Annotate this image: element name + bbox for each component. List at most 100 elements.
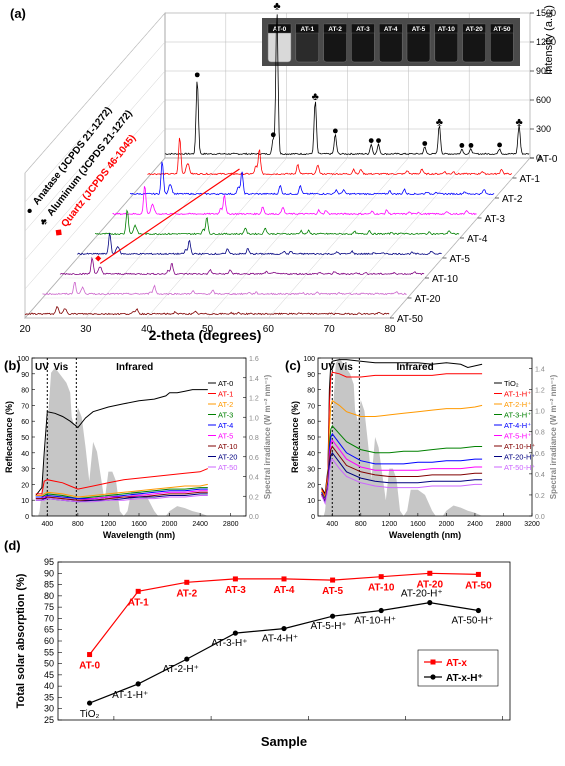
- a-x-axis-title: 2-theta (degrees): [149, 327, 262, 343]
- y2-tick-label: 0.8: [535, 430, 545, 437]
- data-point: [184, 656, 190, 662]
- legend-label: AT-10-H⁺: [504, 442, 535, 451]
- y-tick-label: 90: [44, 568, 54, 578]
- left-wall-gridline: [24, 12, 166, 174]
- y2-tick-label: 0.6: [535, 451, 545, 458]
- legend-label: AT-x-H⁺: [446, 673, 483, 684]
- reflectance-curve-AT-1: [35, 468, 208, 495]
- y-tick-label: 90: [307, 372, 315, 379]
- y-tick-label: 40: [44, 681, 54, 691]
- point-label: AT-50: [465, 580, 492, 591]
- legend-label: AT-3: [218, 411, 233, 420]
- reflectance-curve-AT-2-H⁺: [321, 399, 483, 499]
- x-tick-label: 2800: [223, 521, 239, 528]
- xrd-curves: [24, 14, 530, 316]
- a-y-tick-labels: 0 300 600 900 1200 1500: [530, 8, 556, 163]
- reflectance-curve-AT-0: [35, 389, 208, 496]
- point-label: AT-10-H⁺: [354, 616, 396, 627]
- legend-label: AT-4-H⁺: [504, 421, 531, 430]
- anatase-peak-marker: [270, 132, 276, 138]
- region-label: UV: [321, 362, 335, 373]
- vial-label: AT-5: [412, 26, 426, 33]
- vial-label: AT-50: [493, 26, 511, 33]
- anatase-peak-marker: [468, 143, 474, 148]
- a-x-tick: 70: [324, 324, 336, 335]
- y2-tick-label: 0.8: [249, 435, 259, 442]
- y2-tick-label: 0.0: [249, 514, 259, 521]
- y-tick-label: 70: [307, 403, 315, 410]
- a-y-tick: 1200: [536, 37, 556, 47]
- y2-tick-label: 0.6: [249, 455, 259, 462]
- y-axis-title: Total solar absorption (%): [15, 573, 27, 708]
- a-x-tick: 50: [202, 324, 214, 335]
- a-series-label: AT-5: [450, 254, 471, 265]
- quartz-pointer-line: [99, 168, 240, 264]
- vial-label: AT-2: [328, 26, 342, 33]
- xrd-curve-AT-4: [94, 209, 460, 236]
- x-tick-label: 800: [355, 521, 367, 528]
- data-point: [281, 576, 287, 582]
- x-tick-label: 400: [326, 521, 338, 528]
- y-tick-label: 30: [307, 467, 315, 474]
- x-tick-label: 2400: [192, 521, 208, 528]
- y-tick-label: 50: [307, 435, 315, 442]
- point-label: AT-2: [176, 588, 197, 599]
- left-wall-gridline: [24, 70, 166, 232]
- y2-axis-title: Spectral irradiance (W m⁻² nm⁻¹): [549, 374, 558, 499]
- legend-label: AT-5-H⁺: [504, 432, 531, 441]
- a-x-tick: 20: [19, 324, 31, 335]
- y-tick-label: 30: [44, 704, 54, 714]
- y-tick-label: 0: [311, 514, 315, 521]
- left-wall-gridline: [24, 41, 166, 203]
- y-tick-label: 70: [21, 403, 29, 410]
- vial-label-strip: [323, 23, 347, 34]
- panel-label-b: (b): [4, 358, 21, 373]
- data-point: [232, 576, 238, 582]
- reflectance-curve-AT-50-H⁺: [321, 458, 483, 506]
- point-label: AT-10: [368, 583, 395, 594]
- y2-axis-title: Spectral irradiance (W m⁻² nm⁻¹): [263, 374, 272, 499]
- vial-label: AT-0: [273, 26, 287, 33]
- data-point: [378, 574, 384, 580]
- x-tick-label: 1600: [131, 521, 147, 528]
- reflectance-curve-AT-2: [35, 483, 208, 498]
- peak-markers: ♣ ♣ ♣ ♣ ◆: [95, 0, 523, 264]
- vial-label-strip: [267, 23, 292, 34]
- y-tick-label: 85: [44, 580, 54, 590]
- data-point: [330, 577, 336, 583]
- y-tick-label: 80: [21, 388, 29, 395]
- legend-label: AT-1-H⁺: [504, 390, 531, 399]
- x-tick-label: 3200: [524, 521, 540, 528]
- region-label: Infrared: [116, 362, 153, 373]
- a-x-tick: 30: [80, 324, 92, 335]
- anatase-peak-marker: [422, 141, 428, 146]
- data-point: [281, 625, 287, 632]
- y-tick-label: 90: [21, 372, 29, 379]
- y-axis-title: Reflecatance (%): [290, 401, 300, 473]
- legend-label: AT-x: [446, 658, 467, 669]
- reflectance-curve-AT-20-H⁺: [321, 451, 483, 504]
- y-tick-label: 35: [44, 692, 54, 702]
- data-point: [86, 700, 93, 706]
- reflectance-curve-TiO₂: [321, 359, 483, 496]
- legend-label: AT-10: [218, 442, 237, 451]
- legend-label: AT-20: [218, 453, 237, 462]
- point-label: AT-4-H⁺: [262, 634, 298, 645]
- y-tick-label: 45: [44, 670, 54, 680]
- anatase-peak-marker: [194, 72, 200, 78]
- a-series-label: AT-3: [485, 214, 506, 225]
- point-label: AT-4: [274, 585, 295, 596]
- legend-box: [417, 649, 499, 687]
- a-series-label: AT-4: [467, 234, 488, 245]
- legend-label: AT-2: [218, 400, 233, 409]
- y-tick-label: 10: [21, 498, 29, 505]
- x-axis-title: Sample: [261, 734, 307, 749]
- legend-label: AT-4: [218, 421, 233, 430]
- point-label: AT-1: [128, 597, 149, 608]
- point-label: AT-20-H⁺: [401, 589, 443, 600]
- reflectance-curve-AT-50: [35, 495, 208, 503]
- y-tick-label: 100: [303, 356, 315, 363]
- xrd-curve-AT-0: [164, 14, 530, 156]
